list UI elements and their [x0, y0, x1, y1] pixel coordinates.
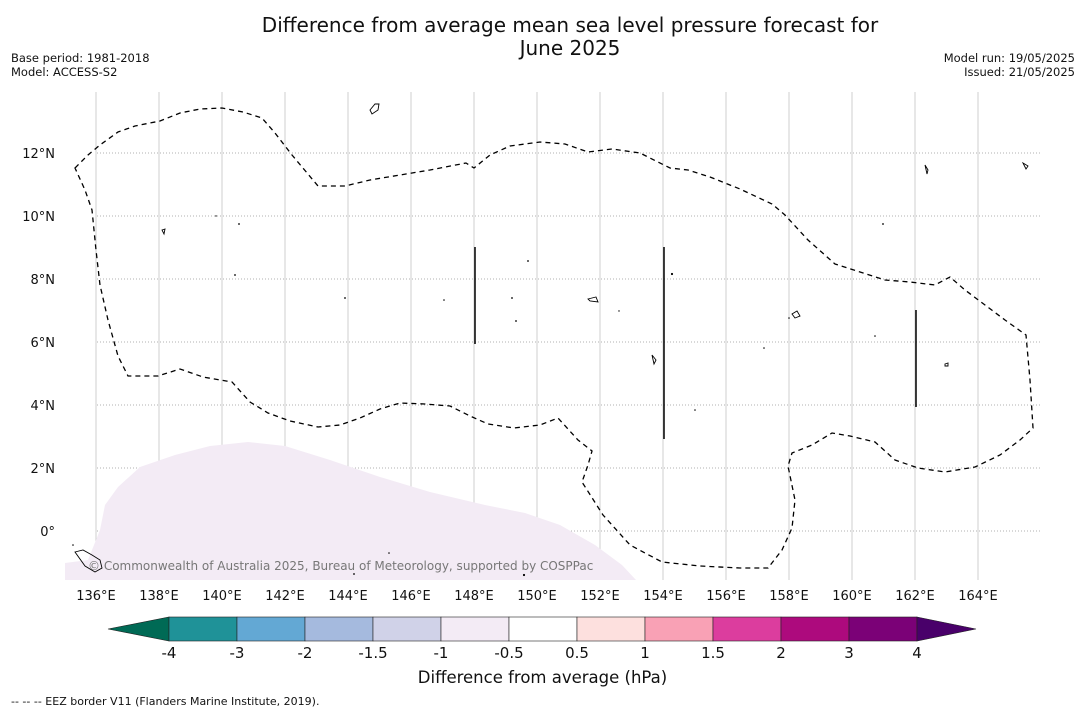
atoll-dot — [515, 320, 517, 322]
latitude-tick-label: 0° — [40, 525, 55, 540]
atoll-dot — [344, 297, 346, 299]
atoll-dot — [353, 573, 355, 575]
colorbar-segment — [576, 616, 646, 642]
island-mortlock — [651, 354, 657, 366]
colorbar-segment — [440, 616, 510, 642]
model-run: Model run: 19/05/2025 — [943, 51, 1075, 65]
island-north-east-2 — [924, 164, 929, 175]
longitude-tick-label: 148°E — [454, 589, 494, 604]
latitude-tick-label: 4°N — [31, 399, 56, 414]
colorbar-segment — [712, 616, 782, 642]
atoll-dot — [72, 544, 74, 546]
longitude-tick-label: 160°E — [832, 589, 872, 604]
meta-left: Base period: 1981-2018 Model: ACCESS-S2 — [11, 51, 150, 79]
atoll-dot — [694, 409, 696, 411]
island-kosrae — [944, 362, 949, 367]
map-title: Difference from average mean sea level p… — [0, 14, 1085, 60]
island-ponape — [791, 310, 801, 319]
longitude-tick-label: 150°E — [517, 589, 557, 604]
latitude-tick-label: 12°N — [22, 147, 55, 162]
eez-border-palau — [74, 107, 1034, 569]
atoll-dot — [618, 310, 620, 312]
longitude-tick-label: 164°E — [958, 589, 998, 604]
longitude-tick-label: 154°E — [643, 589, 683, 604]
colorbar-segment — [236, 616, 306, 642]
longitude-tick-label: 162°E — [895, 589, 935, 604]
colorbar-segment — [304, 616, 374, 642]
colorbar-under-arrow — [107, 616, 170, 642]
longitude-tick-label: 142°E — [265, 589, 305, 604]
colorbar-segment — [508, 616, 578, 642]
island-chuuk — [587, 296, 599, 303]
colorbar-segment — [780, 616, 850, 642]
title-line-1: Difference from average mean sea level p… — [261, 13, 879, 37]
colorbar-tick-label: -3 — [230, 644, 245, 662]
colorbar-tick-label: -2 — [298, 644, 313, 662]
copyright-notice: © Commonwealth of Australia 2025, Bureau… — [88, 559, 593, 573]
longitude-tick-label: 140°E — [202, 589, 242, 604]
atoll-dots — [72, 215, 884, 577]
longitude-tick-label: 146°E — [391, 589, 431, 604]
title-line-2: June 2025 — [519, 36, 621, 60]
colorbar-tick-label: 0.5 — [565, 644, 589, 662]
colorbar: -4 -3 -2 -1.5 -1 -0.5 0.5 1 1.5 2 3 4 — [107, 616, 977, 662]
atoll-dot — [670, 272, 674, 276]
latitude-tick-label: 6°N — [31, 336, 56, 351]
colorbar-segment — [372, 616, 442, 642]
model-name: Model: ACCESS-S2 — [11, 65, 118, 79]
longitude-tick-label: 156°E — [706, 589, 746, 604]
meta-right: Model run: 19/05/2025 Issued: 21/05/2025 — [944, 51, 1075, 79]
atoll-dot — [215, 215, 217, 217]
atoll-dot — [238, 223, 240, 225]
colorbar-label: Difference from average (hPa) — [417, 668, 668, 687]
colorbar-tick-label: -0.5 — [494, 644, 523, 662]
island-png-coast — [74, 549, 103, 573]
plot-area: © Commonwealth of Australia 2025, Bureau… — [65, 103, 1034, 580]
atoll-dot — [511, 297, 513, 299]
atoll-dot — [763, 347, 765, 349]
colorbar-tick-label: 3 — [844, 644, 854, 662]
colorbar-tick-label: -4 — [162, 644, 177, 662]
eez-legend-footer: -- -- -- EEZ border V11 (Flanders Marine… — [11, 695, 320, 708]
colorbar-tick-label: -1 — [434, 644, 449, 662]
issued-date: Issued: 21/05/2025 — [964, 65, 1075, 79]
longitude-tick-label: 144°E — [328, 589, 368, 604]
island-ngulu — [161, 228, 166, 236]
longitude-tick-label: 152°E — [580, 589, 620, 604]
latitude-tick-label: 10°N — [22, 210, 55, 225]
longitude-tick-label: 138°E — [139, 589, 179, 604]
island-guam — [369, 103, 380, 115]
atoll-dot — [234, 274, 236, 276]
atoll-dot — [443, 299, 445, 301]
atoll-dot — [874, 335, 876, 337]
atoll-dot — [882, 223, 884, 225]
colorbar-tick-label: 1.5 — [701, 644, 725, 662]
atoll-dot — [788, 317, 790, 319]
colorbar-tick-label: 2 — [776, 644, 786, 662]
colorbar-tick-label: 1 — [640, 644, 650, 662]
island-north-east — [1021, 161, 1029, 170]
atoll-dot — [527, 260, 529, 262]
pressure-anomaly-shading — [65, 442, 636, 580]
base-period: Base period: 1981-2018 — [11, 51, 150, 65]
colorbar-segment — [168, 616, 238, 642]
colorbar-tick-label: -1.5 — [358, 644, 387, 662]
atoll-dot — [388, 552, 390, 554]
latitude-labels: 0° 2°N 4°N 6°N 8°N 10°N 12°N — [22, 147, 55, 540]
colorbar-segment — [644, 616, 714, 642]
colorbar-segment — [848, 616, 918, 642]
longitude-labels: 136°E 138°E 140°E 142°E 144°E 146°E 148°E 150°E… — [76, 589, 998, 604]
longitude-tick-label: 136°E — [76, 589, 116, 604]
latitude-tick-label: 2°N — [31, 462, 56, 477]
island-outlines — [74, 103, 1029, 573]
atoll-dot — [522, 573, 526, 577]
longitude-tick-label: 158°E — [769, 589, 809, 604]
colorbar-over-arrow — [916, 616, 977, 642]
colorbar-tick-label: 4 — [912, 644, 922, 662]
latitude-tick-label: 8°N — [31, 273, 56, 288]
